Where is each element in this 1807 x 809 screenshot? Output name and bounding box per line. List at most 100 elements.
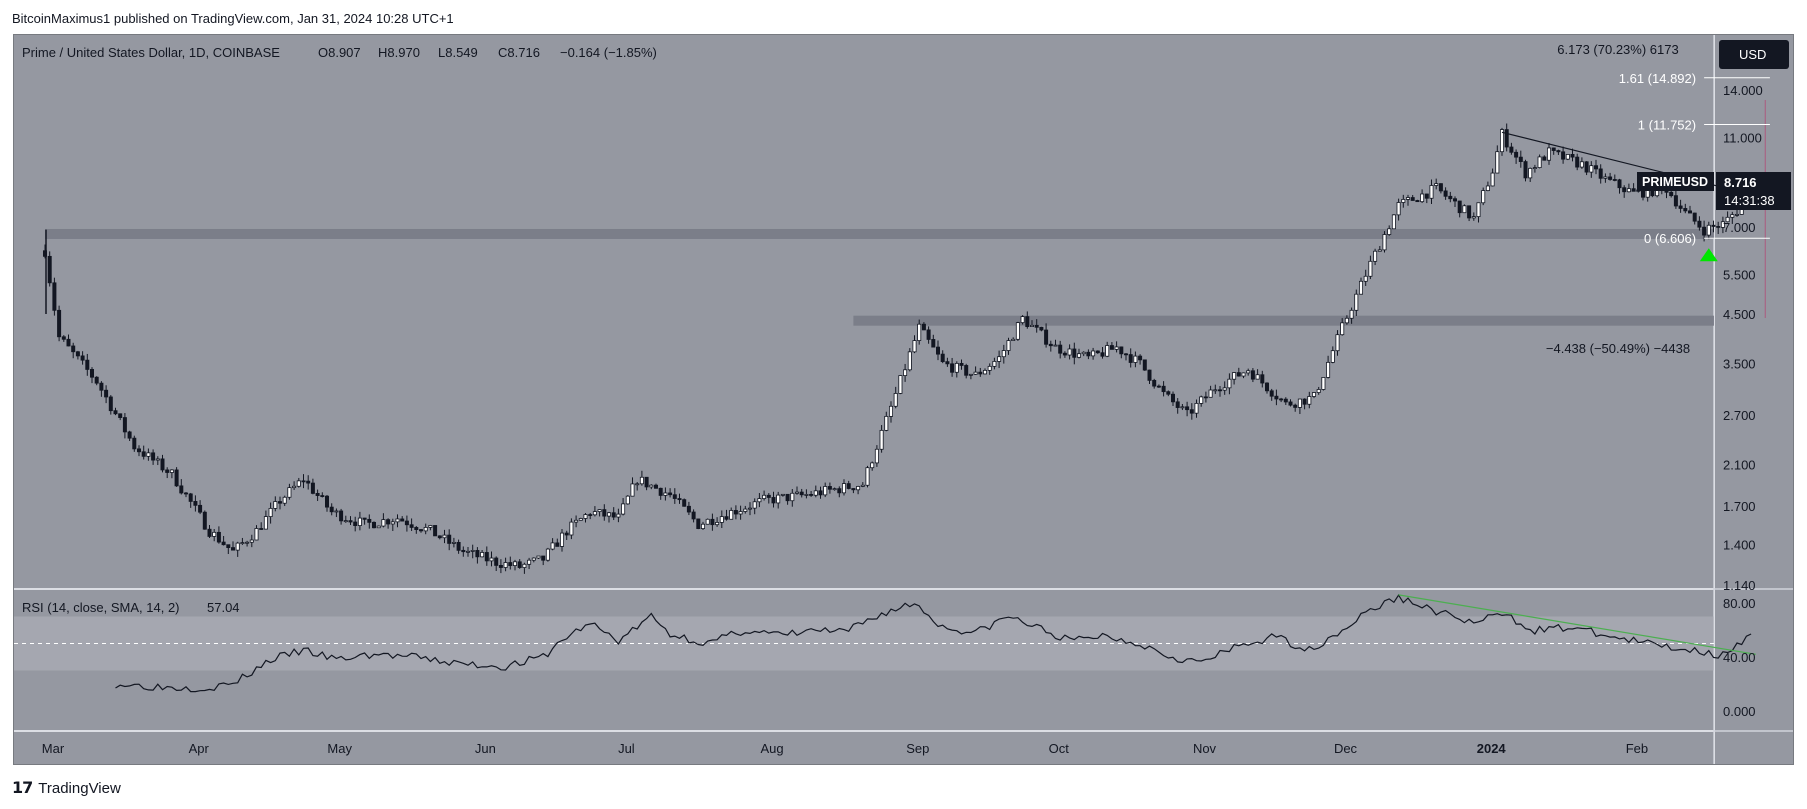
candle-body: [1260, 374, 1265, 384]
candle-body: [1015, 322, 1020, 340]
candle-body: [456, 541, 461, 551]
candle-body: [475, 550, 480, 558]
candle-body: [1330, 350, 1335, 363]
candle-body: [1255, 374, 1260, 380]
candle-body: [936, 346, 941, 355]
price-tick-label: 2.100: [1723, 457, 1756, 472]
candle-body: [1279, 398, 1284, 401]
candle-body: [235, 542, 240, 551]
candle-body: [339, 510, 344, 522]
candle-body: [71, 345, 76, 353]
candle-body: [470, 550, 475, 552]
candle-body: [386, 519, 391, 525]
candle-body: [776, 494, 781, 504]
candle-body: [404, 520, 409, 526]
rsi-tick-label: 80.00: [1723, 596, 1756, 611]
symbol-legend: Prime / United States Dollar, 1D, COINBA…: [22, 45, 280, 60]
candle-body: [1396, 202, 1401, 216]
candle-body: [607, 512, 612, 517]
candle-body: [1340, 322, 1345, 336]
candle-body: [395, 518, 400, 523]
candle-body: [75, 351, 80, 357]
ohlc-value: H8.970: [378, 45, 420, 60]
candle-body: [1203, 396, 1208, 399]
candle-body: [889, 405, 894, 417]
candle-body: [541, 555, 546, 561]
candle-body: [625, 495, 630, 505]
candle-body: [245, 541, 250, 544]
candle-body: [1086, 351, 1091, 357]
candle-body: [1467, 205, 1472, 219]
candle-body: [1542, 156, 1547, 161]
candle-body: [1208, 389, 1213, 398]
candle-body: [710, 518, 715, 526]
candle-body: [1156, 385, 1161, 388]
candle-body: [1001, 350, 1006, 358]
candle-body: [987, 365, 992, 371]
candle-body: [212, 531, 217, 537]
price-tick-label: 1.400: [1723, 537, 1756, 552]
candle-body: [1514, 151, 1519, 158]
candle-body: [1373, 250, 1378, 262]
candle-body: [1608, 176, 1613, 180]
time-tick-label: Oct: [1049, 741, 1070, 756]
candle-body: [1504, 129, 1509, 148]
candle-body: [1617, 179, 1622, 189]
candle-body: [649, 484, 654, 488]
candle-body: [545, 548, 550, 561]
ohlc-value: C8.716: [498, 45, 540, 60]
candle-body: [1194, 402, 1199, 414]
candle-body: [442, 534, 447, 539]
candle-body: [992, 361, 997, 367]
candle-body: [1105, 345, 1110, 357]
candle-body: [348, 520, 353, 523]
candle-body: [381, 519, 386, 527]
candle-body: [954, 362, 959, 373]
candle-body: [1293, 404, 1298, 408]
candle-body: [90, 369, 95, 378]
candle-body: [780, 493, 785, 496]
candle-body: [1067, 348, 1072, 356]
candle-body: [1283, 398, 1288, 403]
candle-body: [1053, 344, 1058, 347]
candle-body: [1406, 197, 1411, 200]
candle-body: [155, 458, 160, 461]
candle-body: [1631, 188, 1636, 192]
candle-body: [390, 521, 395, 525]
candle-body: [1133, 355, 1138, 363]
candle-body: [1523, 161, 1528, 179]
candle-body: [870, 462, 875, 469]
candle-body: [1265, 382, 1270, 392]
candle-body: [1561, 151, 1566, 160]
candle-body: [757, 498, 762, 503]
time-tick-label: Dec: [1334, 741, 1358, 756]
time-tick-label: 2024: [1477, 741, 1507, 756]
candle-body: [1382, 234, 1387, 251]
candle-body: [611, 512, 616, 518]
current-price-label: [1716, 172, 1791, 210]
candle-body: [263, 516, 268, 530]
candle-body: [1048, 343, 1053, 347]
candle-body: [428, 525, 433, 528]
candle-body: [1429, 185, 1434, 199]
candle-body: [738, 511, 743, 515]
candle-body: [489, 557, 494, 562]
currency-button[interactable]: [1719, 40, 1789, 69]
price-tick-label: 1.140: [1723, 578, 1756, 593]
candle-body: [931, 339, 936, 348]
candle-body: [668, 492, 673, 496]
candle-body: [715, 522, 720, 526]
candle-body: [884, 415, 889, 431]
candle-body: [287, 487, 292, 498]
candle-body: [433, 525, 438, 537]
candle-body: [1471, 216, 1476, 219]
candle-body: [964, 365, 969, 376]
candle-body: [1344, 317, 1349, 324]
candle-body: [329, 506, 334, 513]
candle-body: [1448, 195, 1453, 200]
candle-body: [1297, 398, 1302, 408]
candle-body: [555, 542, 560, 547]
candle-body: [1030, 324, 1035, 327]
brand-name: TradingView: [38, 779, 121, 797]
